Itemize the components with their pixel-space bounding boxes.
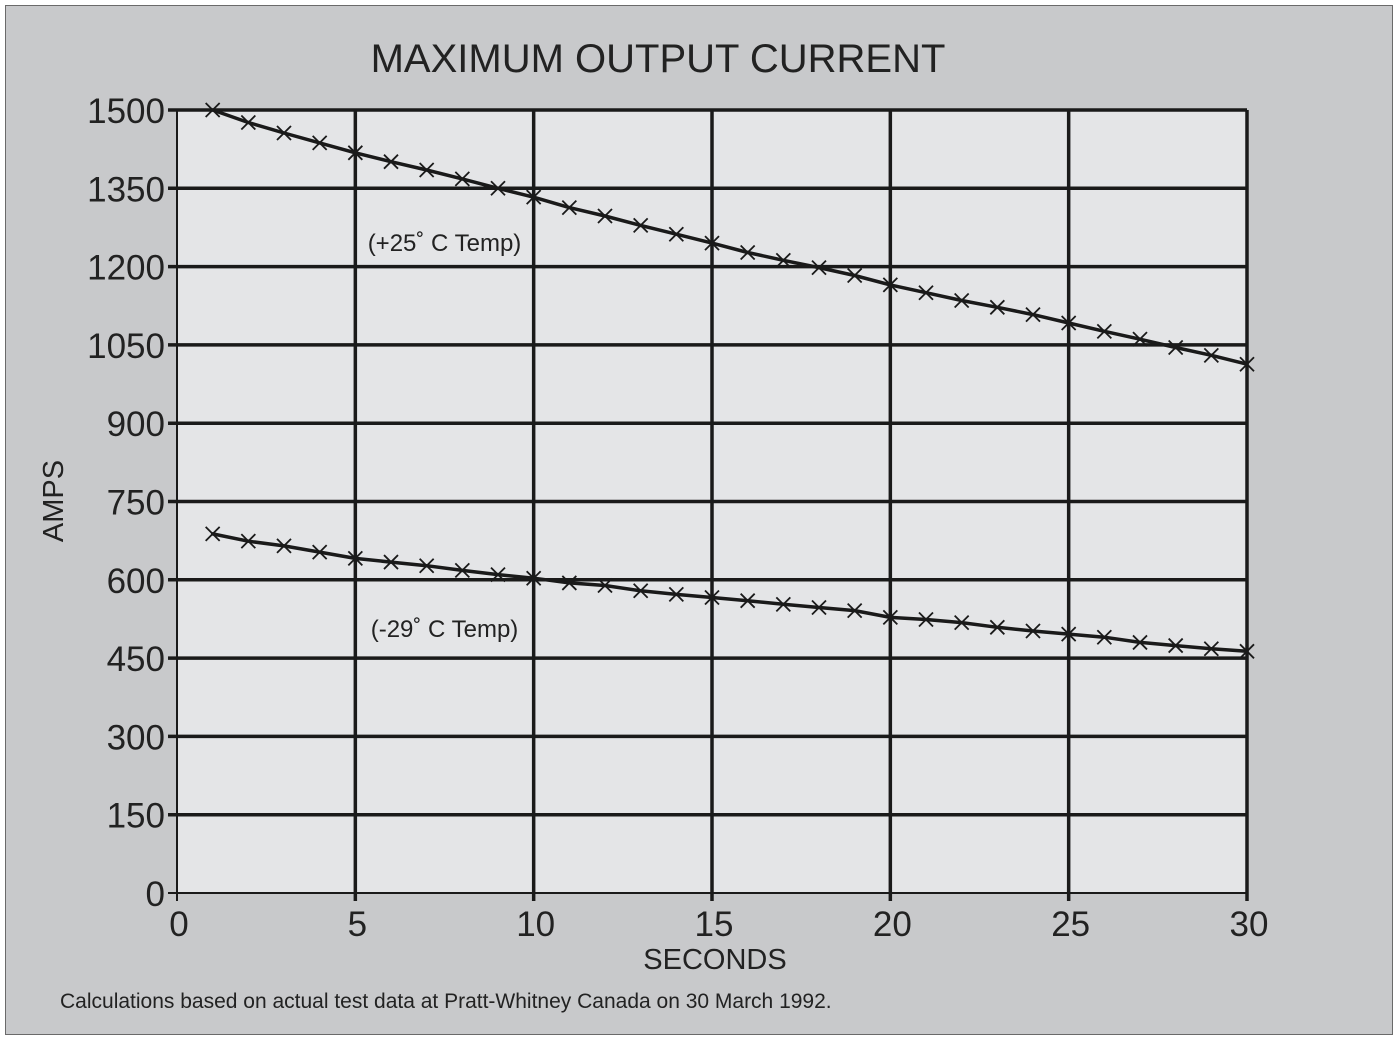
data-point-marker <box>312 135 328 151</box>
data-point-marker <box>347 145 363 161</box>
x-axis-title: SECONDS <box>643 944 786 976</box>
data-point-marker <box>597 577 613 594</box>
data-point-marker <box>918 285 934 301</box>
series-line <box>210 108 1249 366</box>
x-tick-label: 10 <box>516 905 555 944</box>
data-point-marker <box>454 171 470 187</box>
y-tick-label: 300 <box>107 718 165 757</box>
data-point-marker <box>1168 637 1184 654</box>
data-point-marker <box>205 102 221 118</box>
data-point-marker <box>989 299 1005 315</box>
y-tick-label: 600 <box>107 562 165 601</box>
footnote: Calculations based on actual test data a… <box>60 990 832 1013</box>
data-point-marker <box>1239 643 1255 659</box>
data-point-marker <box>1203 641 1219 657</box>
data-point-marker <box>347 550 363 567</box>
y-tick-label: 0 <box>146 875 165 914</box>
data-point-marker <box>205 526 221 542</box>
data-point-marker <box>1025 623 1041 639</box>
data-point-marker <box>276 125 292 141</box>
data-point-marker <box>740 593 756 609</box>
data-point-marker <box>383 554 399 570</box>
data-point-marker <box>240 533 256 549</box>
data-point-marker <box>954 292 970 309</box>
y-tick-label: 150 <box>107 797 165 836</box>
y-tick-label: 1350 <box>87 170 165 209</box>
data-point-marker <box>1132 634 1148 651</box>
annotation-cold-temp: (-29˚ C Temp) <box>371 616 519 643</box>
data-point-marker <box>1025 306 1041 323</box>
data-point-marker <box>561 575 577 591</box>
data-point-marker <box>419 558 435 574</box>
x-tick-label: 30 <box>1230 905 1269 944</box>
data-point-marker <box>597 208 613 224</box>
series-1 <box>205 102 1255 372</box>
data-point-marker <box>775 596 791 612</box>
data-point-marker <box>240 114 256 131</box>
data-point-marker <box>633 583 649 599</box>
grid-lines <box>168 108 1249 901</box>
data-point-marker <box>847 267 863 284</box>
data-point-marker <box>633 217 649 233</box>
series-2 <box>205 526 1255 659</box>
annotation-warm-temp: (+25˚ C Temp) <box>368 230 522 257</box>
data-point-marker <box>526 570 542 586</box>
data-point-marker <box>704 589 720 606</box>
y-tick-label: 1500 <box>87 92 165 131</box>
data-point-marker <box>383 154 399 170</box>
y-tick-label: 900 <box>107 405 165 444</box>
x-tick-label: 25 <box>1051 905 1090 944</box>
data-point-marker <box>490 566 506 583</box>
data-point-marker <box>668 226 684 242</box>
y-tick-label: 1200 <box>87 249 165 288</box>
data-point-marker <box>882 609 898 626</box>
x-tick-label: 5 <box>348 905 367 944</box>
data-point-marker <box>1061 315 1077 331</box>
y-tick-label: 750 <box>107 484 165 523</box>
data-point-marker <box>1096 323 1112 339</box>
y-axis-title: AMPS <box>38 460 70 542</box>
data-point-marker <box>1132 331 1148 347</box>
data-point-marker <box>1239 356 1255 372</box>
data-point-marker <box>490 180 506 196</box>
y-tick-label: 450 <box>107 640 165 679</box>
data-point-marker <box>276 538 292 554</box>
data-point-marker <box>561 199 577 216</box>
data-point-marker <box>1061 626 1077 642</box>
data-point-marker <box>811 260 827 276</box>
data-point-marker <box>668 586 684 603</box>
x-tick-label: 15 <box>695 905 734 944</box>
data-point-marker <box>811 599 827 616</box>
data-point-marker <box>847 602 863 619</box>
data-point-marker <box>775 252 791 268</box>
data-point-marker <box>419 162 435 178</box>
x-tick-label: 20 <box>873 905 912 944</box>
chart-title: MAXIMUM OUTPUT CURRENT <box>371 37 946 81</box>
data-point-marker <box>989 619 1005 635</box>
data-point-marker <box>704 235 720 251</box>
data-point-marker <box>312 544 328 560</box>
series-line <box>210 532 1249 654</box>
data-point-marker <box>1096 629 1112 645</box>
data-point-marker <box>954 614 970 631</box>
axis-tick-labels: 0 150 300 450 600 750 900 1050 1200 1350 1500 0 5 10 1… <box>87 92 1268 944</box>
data-point-marker <box>918 611 934 628</box>
data-point-marker <box>454 562 470 579</box>
data-point-marker <box>1168 339 1184 356</box>
series-layer <box>205 102 1255 659</box>
data-point-marker <box>882 277 898 293</box>
data-point-marker <box>1203 347 1219 363</box>
data-point-marker <box>740 244 756 261</box>
x-tick-label: 0 <box>169 905 188 944</box>
y-tick-label: 1050 <box>87 327 165 366</box>
data-point-marker <box>526 189 542 205</box>
